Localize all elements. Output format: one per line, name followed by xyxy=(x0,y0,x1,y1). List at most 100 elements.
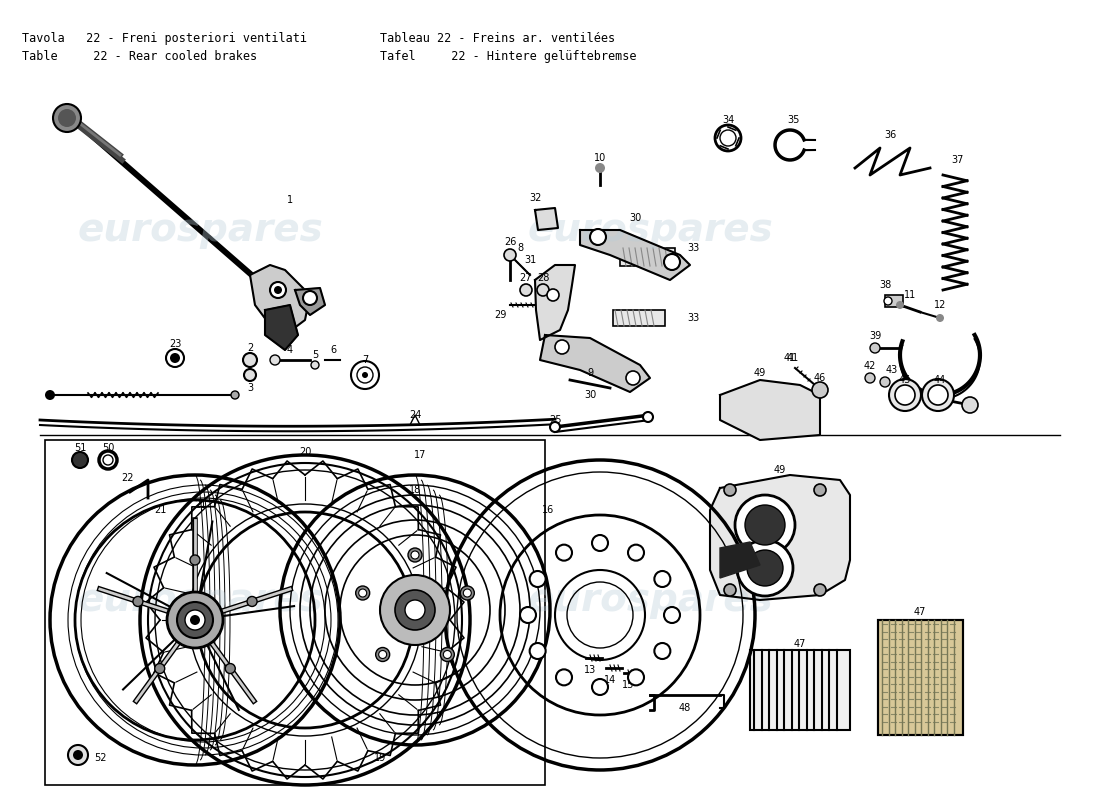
Circle shape xyxy=(626,371,640,385)
Circle shape xyxy=(395,590,434,630)
Circle shape xyxy=(735,495,795,555)
Circle shape xyxy=(243,353,257,367)
Circle shape xyxy=(45,390,55,400)
Circle shape xyxy=(190,615,200,625)
Circle shape xyxy=(556,340,569,354)
Text: 41: 41 xyxy=(786,353,799,363)
Circle shape xyxy=(922,379,954,411)
Text: 20: 20 xyxy=(299,447,311,457)
Circle shape xyxy=(177,602,213,638)
Text: Tavola   22 - Freni posteriori ventilati: Tavola 22 - Freni posteriori ventilati xyxy=(22,32,307,45)
Circle shape xyxy=(355,586,370,600)
Circle shape xyxy=(814,484,826,496)
Circle shape xyxy=(556,670,572,686)
Circle shape xyxy=(408,548,422,562)
Circle shape xyxy=(747,550,783,586)
Circle shape xyxy=(724,584,736,596)
Circle shape xyxy=(226,663,235,674)
Polygon shape xyxy=(535,208,558,230)
Text: 11: 11 xyxy=(904,290,916,300)
Circle shape xyxy=(814,584,826,596)
Text: 13: 13 xyxy=(584,665,596,675)
Polygon shape xyxy=(250,265,310,335)
Text: 19: 19 xyxy=(374,753,386,763)
Text: 25: 25 xyxy=(549,415,561,425)
Circle shape xyxy=(244,369,256,381)
Text: 17: 17 xyxy=(414,450,426,460)
Circle shape xyxy=(664,254,680,270)
Circle shape xyxy=(362,372,369,378)
Circle shape xyxy=(870,343,880,353)
Text: 7: 7 xyxy=(362,355,369,365)
Circle shape xyxy=(58,109,76,127)
Circle shape xyxy=(248,597,257,606)
Circle shape xyxy=(520,284,532,296)
Text: 12: 12 xyxy=(934,300,946,310)
Circle shape xyxy=(550,422,560,432)
Circle shape xyxy=(865,373,874,383)
Circle shape xyxy=(460,586,474,600)
Circle shape xyxy=(884,297,892,305)
Text: 21: 21 xyxy=(154,505,166,515)
Bar xyxy=(886,295,903,307)
Bar xyxy=(878,620,962,735)
Circle shape xyxy=(628,545,643,561)
Circle shape xyxy=(547,289,559,301)
Circle shape xyxy=(72,452,88,468)
Text: 23: 23 xyxy=(168,339,182,349)
Circle shape xyxy=(231,391,239,399)
Text: eurospares: eurospares xyxy=(77,581,323,619)
Circle shape xyxy=(443,650,451,658)
Circle shape xyxy=(556,545,572,561)
Text: Table     22 - Rear cooled brakes: Table 22 - Rear cooled brakes xyxy=(22,50,257,63)
Text: 47: 47 xyxy=(794,639,806,649)
Text: 15: 15 xyxy=(621,680,635,690)
Text: 22: 22 xyxy=(122,473,134,483)
Circle shape xyxy=(311,361,319,369)
Bar xyxy=(750,650,850,730)
Polygon shape xyxy=(265,305,298,350)
Text: 41: 41 xyxy=(784,353,796,363)
Text: 16: 16 xyxy=(542,505,554,515)
Circle shape xyxy=(664,607,680,623)
Circle shape xyxy=(359,589,366,597)
Polygon shape xyxy=(720,542,760,578)
Polygon shape xyxy=(710,475,850,600)
Circle shape xyxy=(529,643,546,659)
Circle shape xyxy=(504,249,516,261)
Text: 9: 9 xyxy=(587,368,593,378)
Text: eurospares: eurospares xyxy=(527,211,773,249)
Circle shape xyxy=(654,571,670,587)
Text: 29: 29 xyxy=(494,310,506,320)
Text: 30: 30 xyxy=(629,213,641,223)
Bar xyxy=(620,248,675,266)
Text: 8: 8 xyxy=(517,243,524,253)
Text: 28: 28 xyxy=(537,273,549,283)
Text: 51: 51 xyxy=(74,443,86,453)
Text: 5: 5 xyxy=(312,350,318,360)
Circle shape xyxy=(170,353,180,363)
Circle shape xyxy=(133,597,143,606)
Text: 1: 1 xyxy=(287,195,293,205)
Text: 49: 49 xyxy=(774,465,786,475)
Circle shape xyxy=(896,301,904,309)
Circle shape xyxy=(155,663,165,674)
Bar xyxy=(45,440,544,785)
Circle shape xyxy=(644,412,653,422)
Text: 47: 47 xyxy=(914,607,926,617)
Circle shape xyxy=(167,592,223,648)
Circle shape xyxy=(270,282,286,298)
Text: 32: 32 xyxy=(529,193,541,203)
Text: 37: 37 xyxy=(952,155,965,165)
Text: 33: 33 xyxy=(686,243,700,253)
Text: 18: 18 xyxy=(409,485,421,495)
Text: 50: 50 xyxy=(102,443,114,453)
Text: 36: 36 xyxy=(884,130,896,140)
Circle shape xyxy=(595,163,605,173)
Circle shape xyxy=(537,284,549,296)
Polygon shape xyxy=(540,335,650,392)
Circle shape xyxy=(590,229,606,245)
Circle shape xyxy=(274,286,282,294)
Text: 14: 14 xyxy=(604,675,616,685)
Bar xyxy=(878,620,962,735)
